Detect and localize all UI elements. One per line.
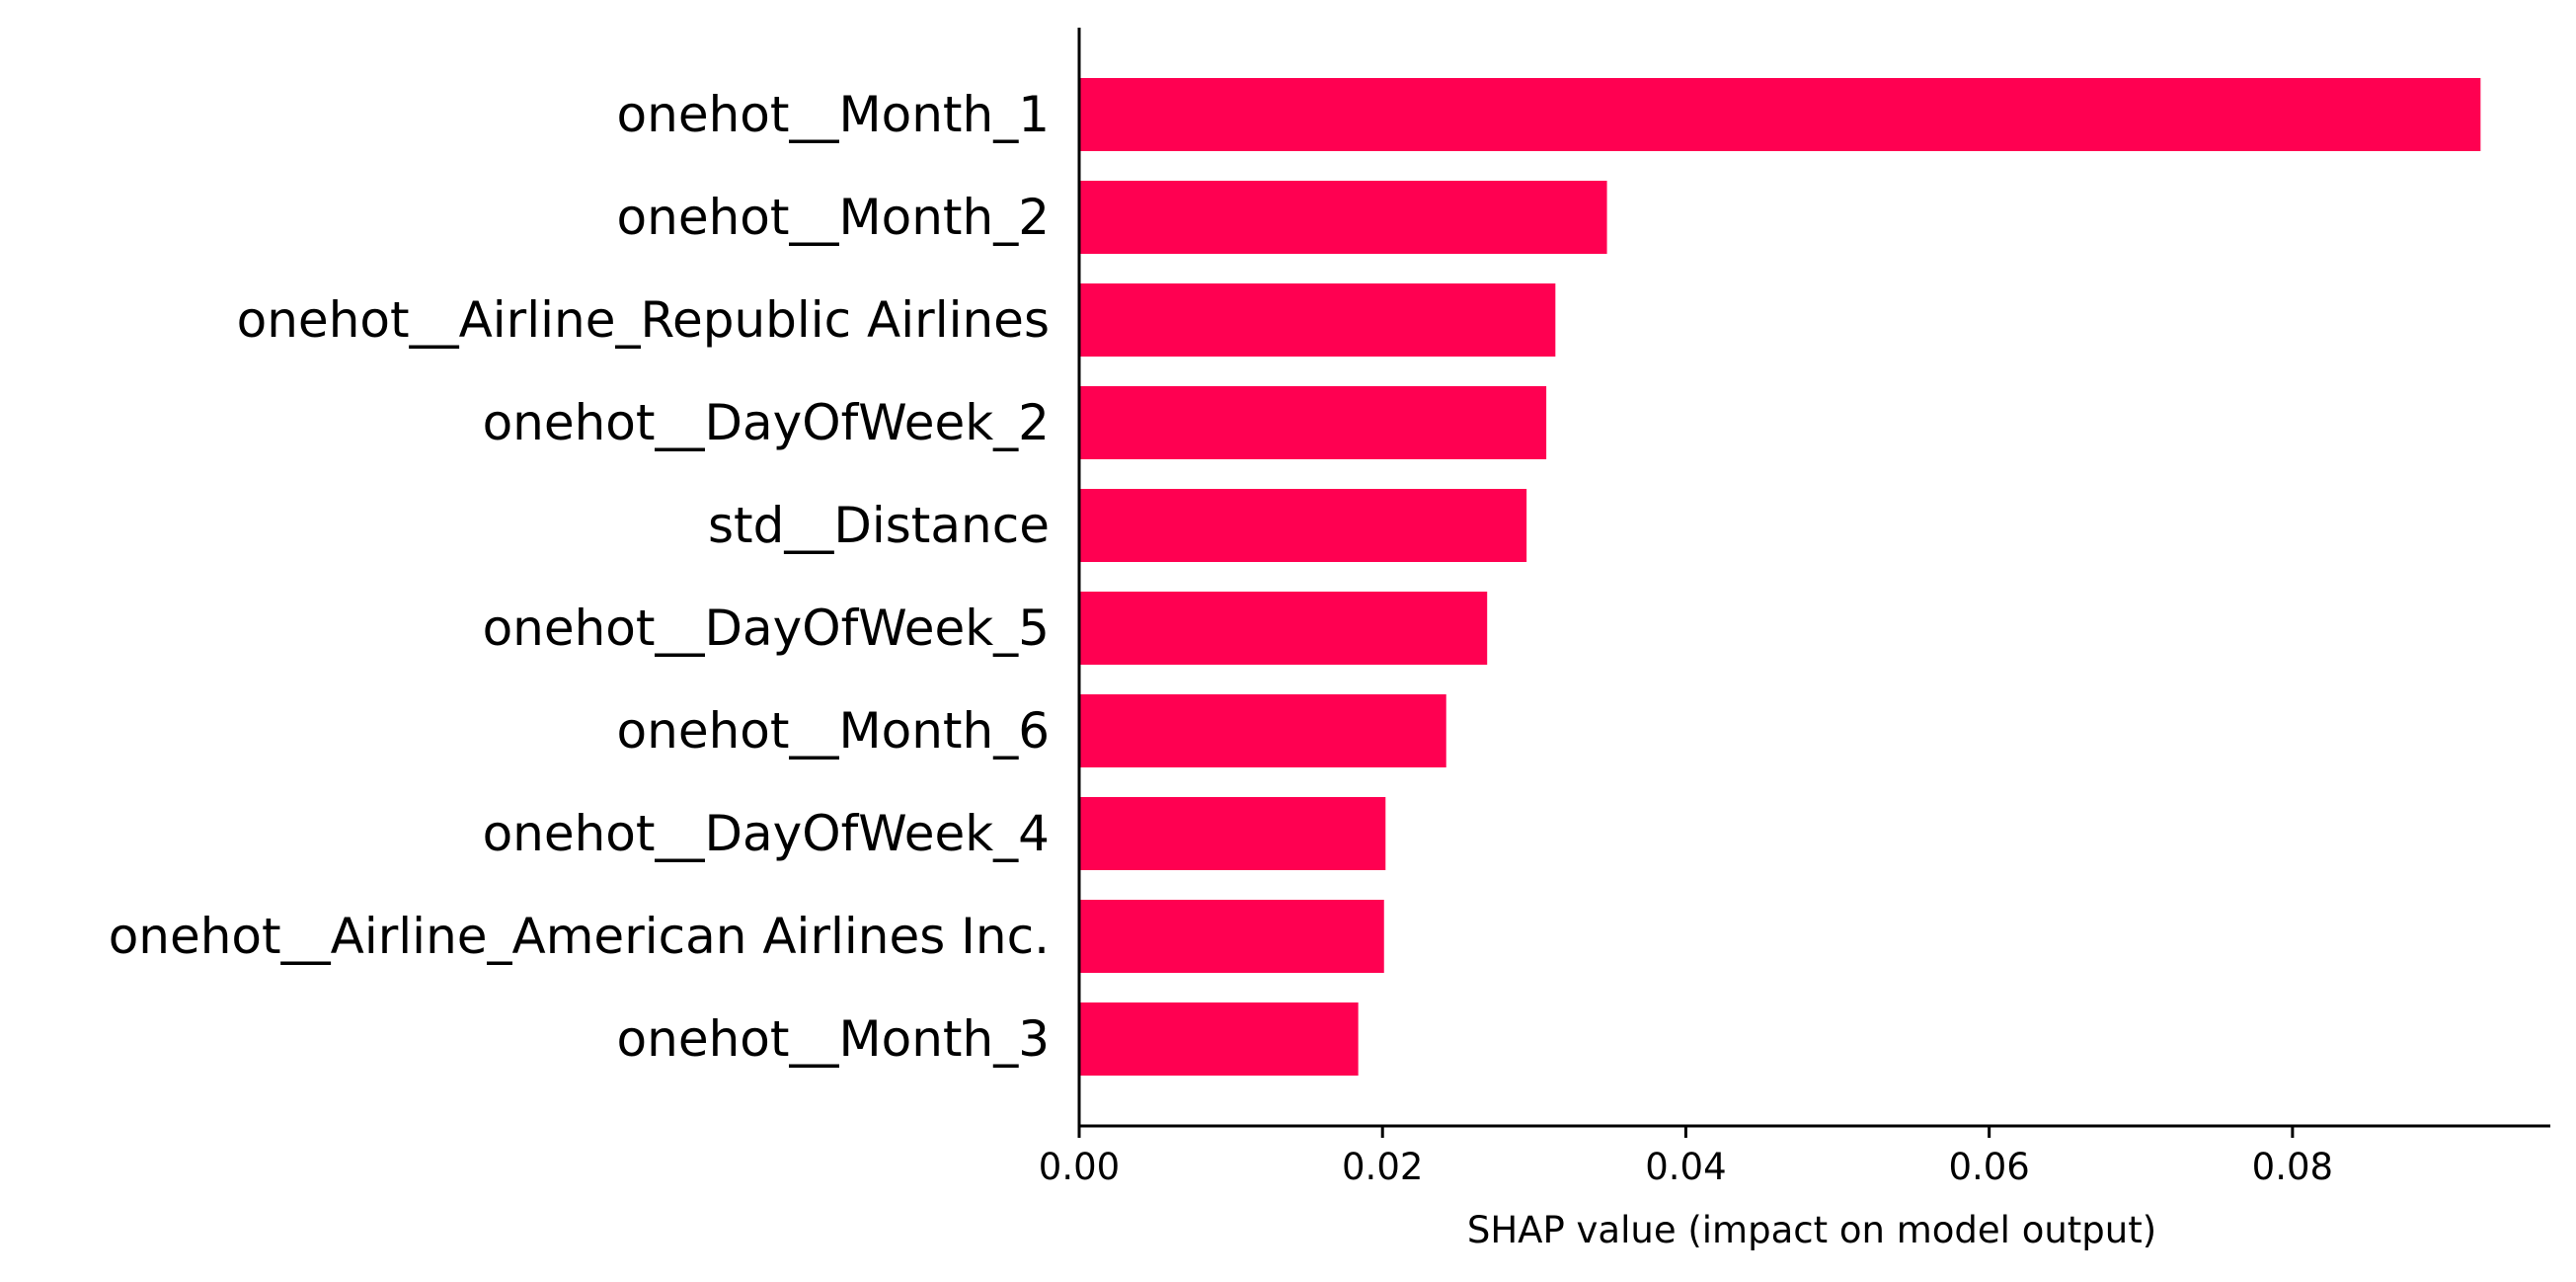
- bar: [1079, 78, 2481, 151]
- bar: [1079, 283, 1556, 357]
- x-tick-label: 0.06: [1948, 1146, 2029, 1188]
- category-label: onehot__Month_3: [617, 1010, 1050, 1068]
- category-label: onehot__DayOfWeek_4: [483, 805, 1050, 862]
- bar: [1079, 694, 1446, 767]
- bar: [1079, 592, 1488, 665]
- category-label: onehot__Month_2: [617, 189, 1050, 246]
- category-label: onehot__DayOfWeek_5: [483, 600, 1050, 657]
- x-tick-label: 0.08: [2252, 1146, 2333, 1188]
- category-label: onehot__Airline_American Airlines Inc.: [109, 908, 1050, 965]
- category-label: onehot__Month_6: [617, 702, 1050, 760]
- category-label: onehot__DayOfWeek_2: [483, 394, 1050, 451]
- bar: [1079, 900, 1384, 973]
- category-label: onehot__Airline_Republic Airlines: [237, 291, 1050, 349]
- bar: [1079, 797, 1386, 870]
- category-label: std__Distance: [708, 497, 1050, 554]
- bars-group: [1079, 78, 2481, 1076]
- x-ticks: 0.00 0.02 0.04 0.06 0.08: [1039, 1126, 2333, 1188]
- bar: [1079, 181, 1607, 254]
- x-tick-label: 0.02: [1342, 1146, 1423, 1188]
- bar: [1079, 1002, 1359, 1076]
- x-axis-title: SHAP value (impact on model output): [1467, 1209, 2156, 1251]
- x-tick-label: 0.04: [1645, 1146, 1726, 1188]
- bar: [1079, 489, 1527, 562]
- category-labels: onehot__Month_1 onehot__Month_2 onehot__Ai…: [109, 86, 1050, 1068]
- x-tick-label: 0.00: [1039, 1146, 1120, 1188]
- category-label: onehot__Month_1: [617, 86, 1050, 143]
- bar: [1079, 386, 1547, 459]
